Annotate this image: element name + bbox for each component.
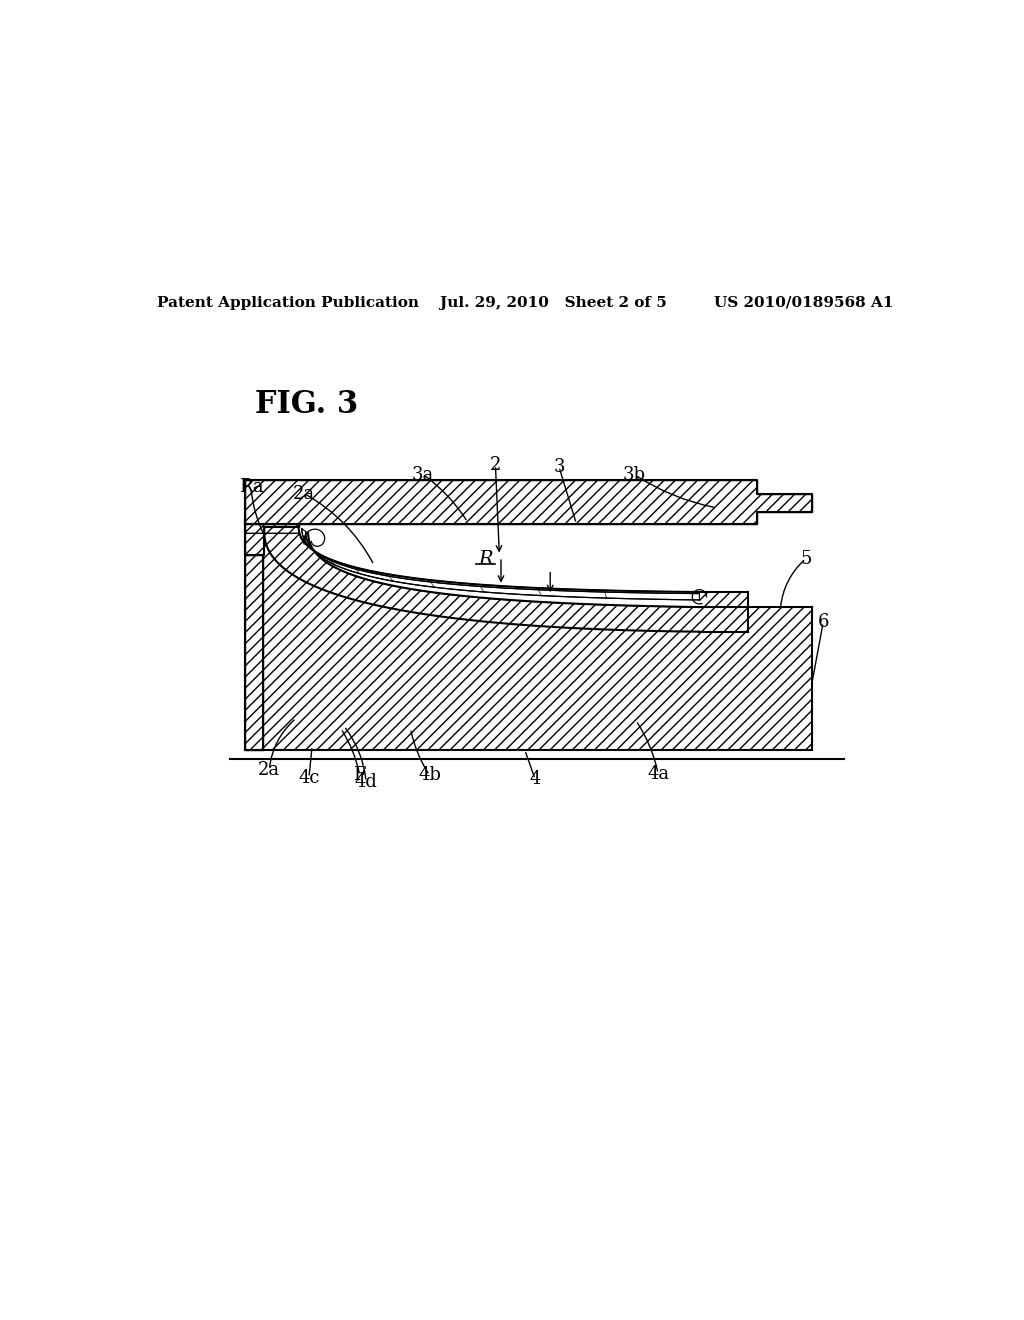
Polygon shape (299, 527, 699, 607)
Polygon shape (302, 528, 699, 599)
Polygon shape (246, 533, 812, 750)
Text: 6: 6 (817, 614, 829, 631)
Polygon shape (264, 527, 748, 632)
Text: 2a: 2a (293, 484, 315, 503)
Text: 4a: 4a (647, 764, 670, 783)
Polygon shape (246, 556, 263, 750)
Polygon shape (246, 524, 299, 556)
Text: Ra: Ra (239, 478, 263, 496)
Text: 5: 5 (800, 549, 811, 568)
Text: FIG. 3: FIG. 3 (255, 389, 358, 420)
Text: 2: 2 (489, 455, 501, 474)
Text: 3a: 3a (412, 466, 434, 483)
Text: F: F (353, 767, 366, 784)
Text: 4d: 4d (354, 772, 378, 791)
Text: 3: 3 (553, 458, 564, 475)
Text: 3b: 3b (623, 466, 646, 483)
Polygon shape (246, 480, 812, 524)
Text: 4c: 4c (298, 768, 319, 787)
Text: 2a: 2a (258, 760, 281, 779)
Text: 4b: 4b (418, 767, 441, 784)
Text: Patent Application Publication    Jul. 29, 2010   Sheet 2 of 5         US 2010/0: Patent Application Publication Jul. 29, … (157, 296, 893, 310)
Text: R: R (478, 549, 493, 568)
Text: 4: 4 (529, 771, 541, 788)
